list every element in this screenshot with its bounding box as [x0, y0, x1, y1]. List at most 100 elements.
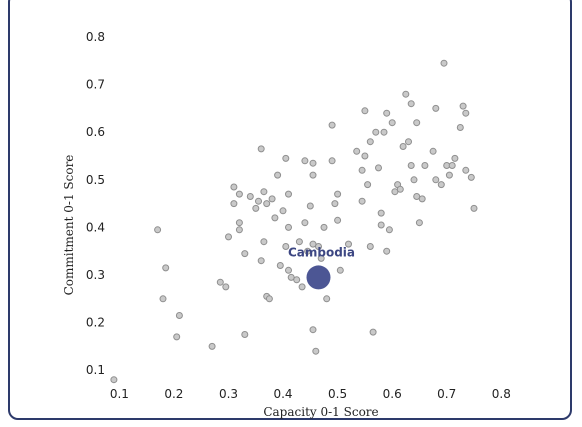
data-point: [225, 233, 232, 241]
data-point: [309, 171, 317, 179]
data-point: [301, 157, 309, 165]
data-point: [312, 347, 320, 355]
data-point: [361, 152, 369, 160]
data-point: [421, 162, 429, 169]
x-tick-label: 0.2: [164, 387, 183, 401]
data-point: [309, 326, 317, 334]
data-point: [432, 176, 440, 184]
data-point: [470, 204, 478, 212]
data-point: [246, 193, 254, 200]
x-axis-title: Capacity 0-1 Score: [263, 405, 378, 419]
data-point: [255, 197, 262, 205]
data-point: [407, 100, 415, 108]
data-point: [235, 190, 243, 198]
data-point: [257, 145, 265, 153]
data-point: [413, 119, 421, 127]
data-point: [230, 183, 238, 191]
data-point: [328, 157, 336, 165]
data-point: [295, 238, 303, 246]
data-point: [358, 166, 366, 174]
data-point: [235, 219, 243, 227]
y-tick-label: 0.4: [86, 220, 105, 234]
data-point: [285, 223, 292, 231]
y-axis-title: Commitment 0-1 Score: [62, 155, 76, 296]
data-point: [467, 173, 475, 181]
y-tick-label: 0.2: [86, 316, 105, 330]
y-tick-label: 0.5: [86, 173, 105, 187]
data-point: [331, 200, 339, 208]
data-point: [451, 154, 459, 162]
data-point: [285, 190, 292, 198]
data-point: [328, 121, 336, 129]
data-point: [456, 124, 464, 131]
x-tick-label: 0.7: [437, 387, 456, 401]
data-point: [293, 276, 301, 284]
data-point: [459, 102, 467, 110]
data-point: [304, 247, 312, 255]
data-point: [429, 147, 437, 155]
x-tick-label: 0.5: [328, 387, 347, 401]
data-point: [268, 195, 276, 203]
points-layer: [110, 59, 478, 384]
data-point: [274, 171, 282, 179]
data-point: [437, 181, 445, 189]
y-tick-label: 0.6: [86, 125, 105, 139]
data-point: [241, 331, 249, 338]
data-point: [407, 162, 415, 169]
x-tick-label: 0.6: [383, 387, 402, 401]
data-point: [432, 104, 440, 112]
x-tick-label: 0.4: [273, 387, 292, 401]
data-point: [309, 159, 317, 167]
data-point: [173, 333, 181, 341]
ticks-layer: 0.1 0.2 0.3 0.4 0.5 0.6 0.7 0.8 0.1 0.2 0.3 0.4 0.5 0…: [86, 30, 511, 401]
data-point: [388, 119, 396, 127]
x-tick-label: 0.3: [219, 387, 238, 401]
data-point: [159, 295, 167, 303]
data-point: [260, 188, 268, 196]
data-point: [252, 204, 260, 212]
data-point: [162, 264, 170, 272]
data-point: [369, 328, 377, 336]
data-point: [235, 226, 243, 234]
y-tick-label: 0.3: [86, 268, 105, 282]
highlight-layer: Cambodia: [288, 245, 355, 290]
data-point: [110, 376, 118, 384]
data-point: [377, 221, 385, 229]
highlight-label: Cambodia: [288, 245, 355, 259]
data-point: [402, 90, 410, 98]
x-tick-label: 0.1: [110, 387, 129, 401]
y-tick-label: 0.1: [86, 363, 105, 377]
data-point: [410, 176, 418, 184]
data-point: [377, 209, 385, 217]
data-point: [345, 240, 352, 248]
chart-frame: [8, 0, 572, 420]
data-point: [372, 128, 380, 136]
data-point: [366, 138, 374, 146]
data-point: [282, 243, 290, 250]
data-point: [298, 283, 306, 291]
data-point: [385, 226, 393, 234]
data-point: [282, 154, 290, 162]
data-point: [279, 207, 287, 215]
data-point: [301, 219, 309, 227]
data-point: [383, 109, 391, 117]
data-point: [418, 195, 426, 203]
data-point: [361, 107, 369, 115]
data-point: [317, 254, 325, 262]
data-point: [320, 223, 328, 231]
data-point: [415, 219, 423, 227]
data-point: [315, 243, 322, 250]
data-point: [353, 147, 361, 155]
data-point: [448, 162, 456, 169]
x-tick-label: 0.8: [492, 387, 511, 401]
data-point: [208, 342, 216, 350]
data-point: [222, 283, 230, 291]
data-point: [375, 164, 382, 172]
data-point: [276, 262, 284, 269]
data-point: [257, 257, 265, 265]
data-point: [306, 202, 314, 210]
data-point: [230, 200, 238, 208]
data-point: [216, 278, 224, 286]
data-point: [334, 216, 342, 224]
